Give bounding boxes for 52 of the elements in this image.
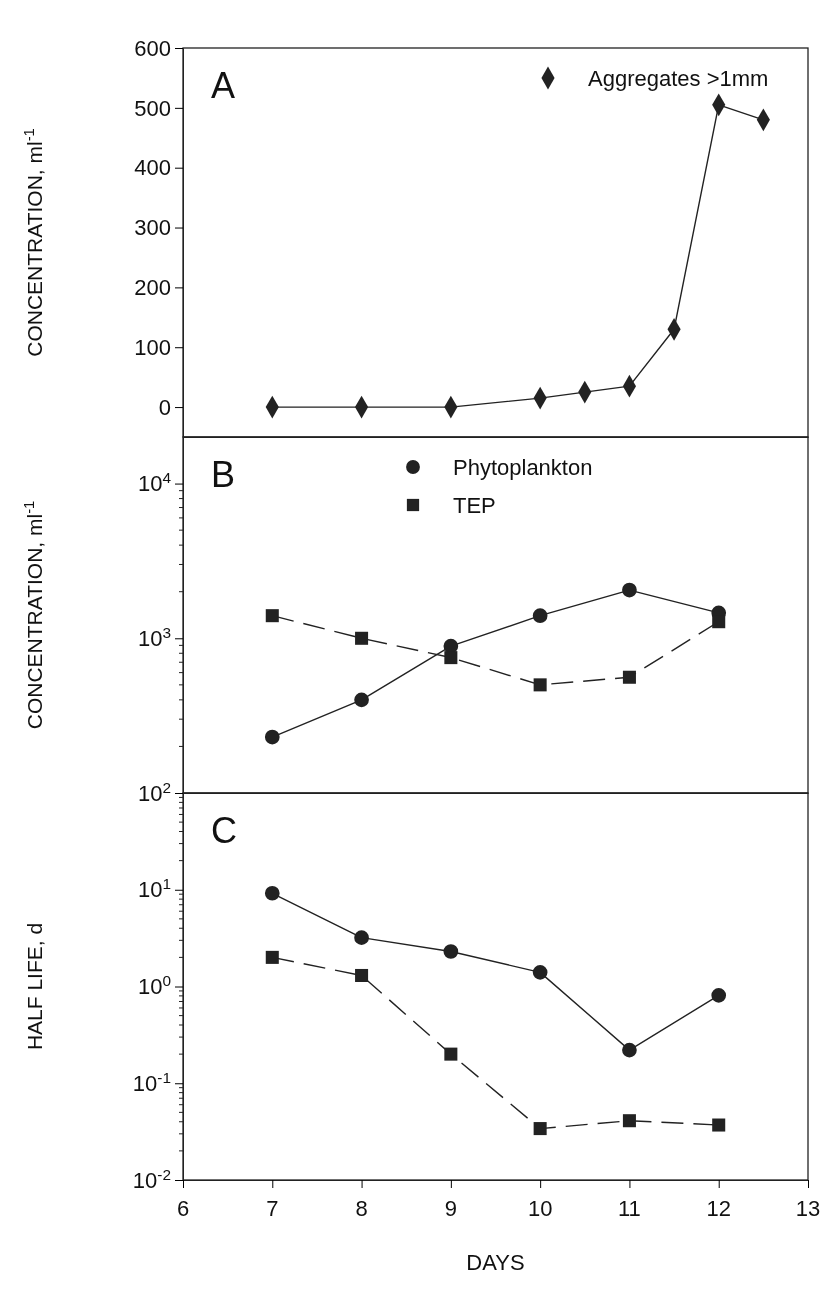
x-tick-label: 11 <box>618 1196 641 1221</box>
y-tick-label: 10$^{1}$ <box>137 874 171 903</box>
y-tick-label: 10$^{3}$ <box>137 623 171 651</box>
x-tick-label: 6 <box>176 1196 190 1221</box>
y-tick-label: 400 <box>134 155 171 181</box>
x-tick-label: 12 <box>706 1196 731 1221</box>
x-tick-label: 9 <box>444 1196 457 1221</box>
point <box>622 1042 637 1058</box>
point <box>444 1047 458 1061</box>
y-tick-label: 100 <box>134 334 171 360</box>
x-tick-label: 13 <box>795 1196 821 1221</box>
text: B <box>211 454 236 495</box>
legend-label: Aggregates >1mm <box>588 65 769 91</box>
y-tick-label: 600 <box>134 35 171 61</box>
point <box>265 609 279 623</box>
point <box>444 651 458 665</box>
y-tick-label: 10$^{-2}$ <box>132 1165 171 1193</box>
y-tick-label: 0 <box>158 394 171 420</box>
text: A <box>211 65 236 106</box>
point <box>355 631 369 645</box>
x-tick-label: 8 <box>355 1196 368 1221</box>
y-tick-label: 10$^{0}$ <box>137 971 171 1000</box>
point <box>532 608 548 624</box>
point <box>622 582 637 598</box>
point <box>622 1114 636 1128</box>
y-tick-label: 10$^{-1}$ <box>132 1068 171 1096</box>
point <box>711 988 727 1003</box>
legend-label: TEP <box>453 492 496 518</box>
y-tick-label: 10$^{2}$ <box>137 778 171 806</box>
x-axis-title: DAYS <box>466 1250 525 1275</box>
x-tick-label: 7 <box>266 1196 279 1221</box>
y-tick-label: 200 <box>134 275 171 301</box>
point <box>532 965 548 980</box>
point <box>354 692 369 708</box>
y-axis-title: HALF LIFE, d <box>23 922 46 1051</box>
point <box>355 968 369 982</box>
y-tick-label: 10$^{4}$ <box>137 468 172 497</box>
point <box>712 615 726 629</box>
y-tick-label: 500 <box>134 95 171 121</box>
point <box>533 1122 547 1136</box>
x-tick-label: 10 <box>527 1196 553 1221</box>
y-tick-label: 300 <box>134 215 171 241</box>
point <box>622 670 636 684</box>
point <box>533 678 547 692</box>
legend-label: Phytoplankton <box>453 454 593 480</box>
point <box>265 950 279 964</box>
point <box>264 885 280 901</box>
point <box>443 944 459 959</box>
point <box>264 729 280 745</box>
point <box>354 930 369 945</box>
point <box>712 1118 726 1132</box>
text: C <box>211 810 237 851</box>
